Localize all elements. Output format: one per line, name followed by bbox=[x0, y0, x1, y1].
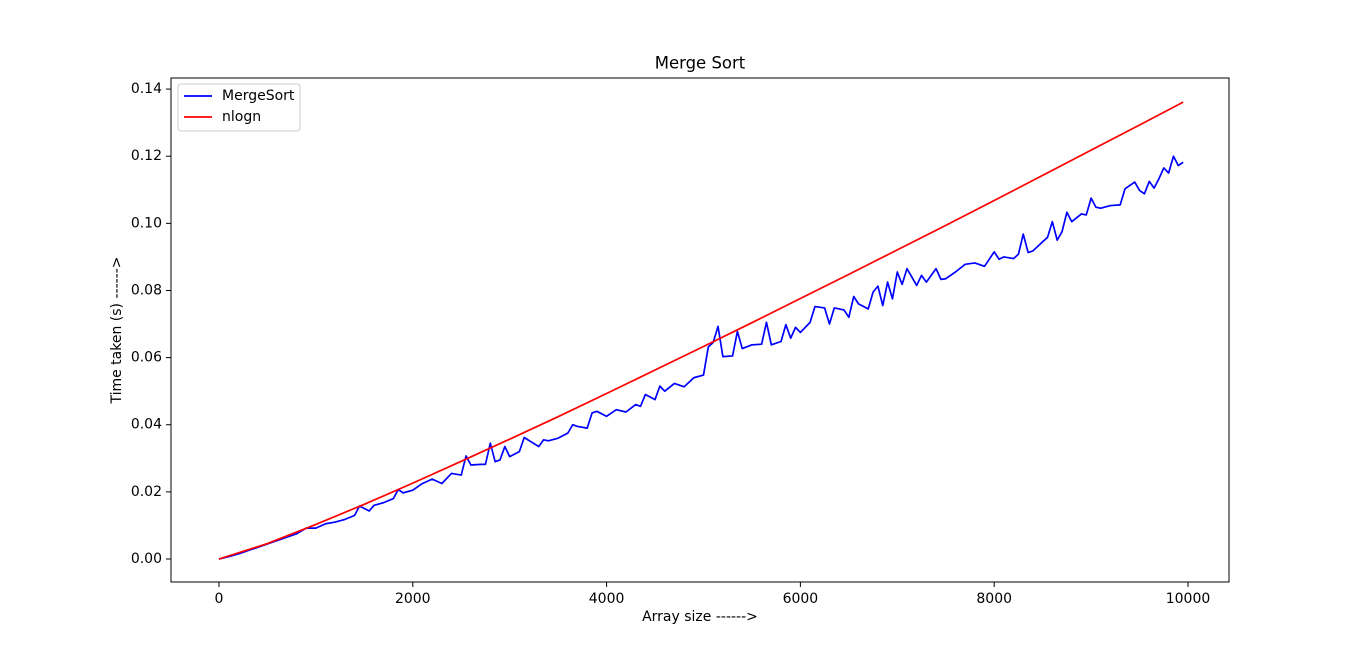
series-line bbox=[218, 101, 1184, 560]
legend: MergeSort nlogn bbox=[177, 83, 301, 132]
y-tick-label: 0.08 bbox=[131, 282, 162, 298]
y-tick-label: 0.06 bbox=[131, 350, 162, 366]
x-tick-label: 2000 bbox=[395, 591, 431, 607]
series-line bbox=[218, 155, 1184, 560]
y-axis-label: Time taken (s) ------> bbox=[109, 256, 125, 404]
x-tick-label: 10000 bbox=[1166, 591, 1211, 607]
y-tick-label: 0.04 bbox=[131, 417, 162, 433]
x-tick-label: 4000 bbox=[589, 591, 625, 607]
y-tick-label: 0.02 bbox=[131, 484, 162, 500]
legend-label: nlogn bbox=[222, 109, 261, 125]
chart-title: Merge Sort bbox=[655, 54, 746, 73]
x-tick-label: 8000 bbox=[976, 591, 1012, 607]
x-axis-label: Array size ------> bbox=[642, 609, 758, 625]
plot-frame bbox=[170, 77, 1230, 583]
legend-label: MergeSort bbox=[222, 88, 295, 104]
y-tick-label: 0.00 bbox=[131, 551, 162, 567]
x-tick-label: 6000 bbox=[783, 591, 819, 607]
y-tick-label: 0.10 bbox=[131, 215, 162, 231]
y-tick-label: 0.14 bbox=[131, 81, 162, 97]
x-tick-label: 0 bbox=[215, 591, 224, 607]
y-tick-label: 0.12 bbox=[131, 148, 162, 164]
